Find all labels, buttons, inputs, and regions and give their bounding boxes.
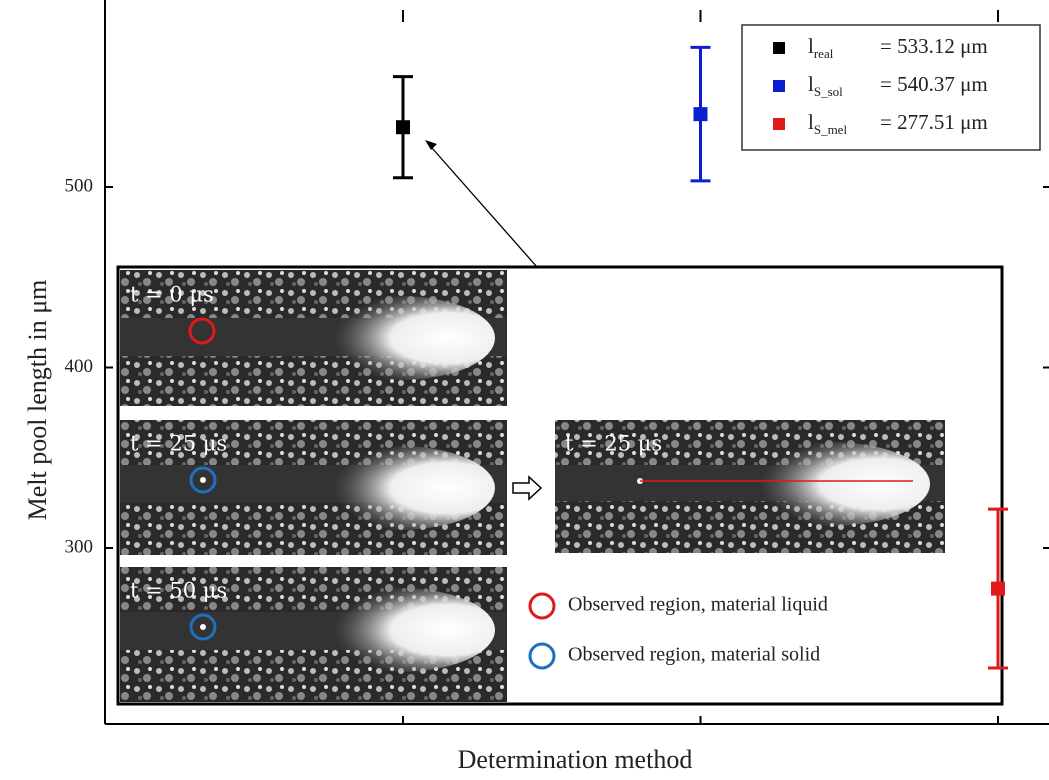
legend-circle bbox=[528, 592, 556, 620]
legend-value: = 277.51 μm bbox=[880, 110, 988, 134]
data-point bbox=[693, 107, 708, 122]
legend-label: lS_mel bbox=[808, 110, 847, 137]
legend-value: = 540.37 μm bbox=[880, 72, 988, 96]
y-tick-label: 300 bbox=[65, 536, 94, 557]
legend-label: lS_sol bbox=[808, 72, 843, 99]
legend-label: lreal bbox=[808, 34, 834, 61]
photo-label: t = 25 μs bbox=[130, 432, 227, 456]
photo-label: t = 0 μs bbox=[130, 283, 214, 307]
photo-label: t = 50 μs bbox=[130, 579, 227, 603]
y-tick-label: 400 bbox=[65, 356, 94, 377]
inset: t = 0 μs t = 25 μs t = 50 μs t = 25 μs O… bbox=[116, 265, 1004, 706]
photo bbox=[120, 420, 507, 555]
x-axis-label: Determination method bbox=[458, 745, 693, 774]
legend: lreal = 533.12 μm lS_sol = 540.37 μm lS_mel =… bbox=[741, 24, 1041, 151]
photo bbox=[120, 567, 507, 702]
y-tick-label: 500 bbox=[65, 175, 94, 196]
observed-circle bbox=[189, 613, 217, 641]
inset-legend-label: Observed region, material solid bbox=[568, 644, 820, 666]
arrow-head bbox=[425, 140, 437, 150]
data-point bbox=[991, 581, 1005, 596]
legend-value: = 533.12 μm bbox=[880, 34, 988, 58]
legend-frame bbox=[741, 24, 1041, 151]
hollow-arrow bbox=[512, 475, 543, 501]
inset-legend-label: Observed region, material liquid bbox=[568, 594, 828, 616]
axes bbox=[104, 0, 1049, 725]
photo-label: t = 25 μs bbox=[565, 432, 662, 456]
inset-legend: Observed region, material liquid Observed… bbox=[528, 592, 828, 670]
photo bbox=[555, 420, 945, 553]
legend-swatch bbox=[773, 42, 785, 54]
legend-swatch bbox=[773, 80, 785, 92]
data-point bbox=[396, 120, 410, 135]
photo bbox=[120, 270, 507, 406]
y-axis-label: Melt pool length in μm bbox=[23, 280, 52, 521]
legend-swatch bbox=[773, 118, 785, 130]
observed-circle bbox=[189, 466, 217, 494]
pointer-arrow bbox=[431, 147, 538, 268]
observed-circle bbox=[188, 317, 216, 345]
legend-circle bbox=[528, 642, 556, 670]
